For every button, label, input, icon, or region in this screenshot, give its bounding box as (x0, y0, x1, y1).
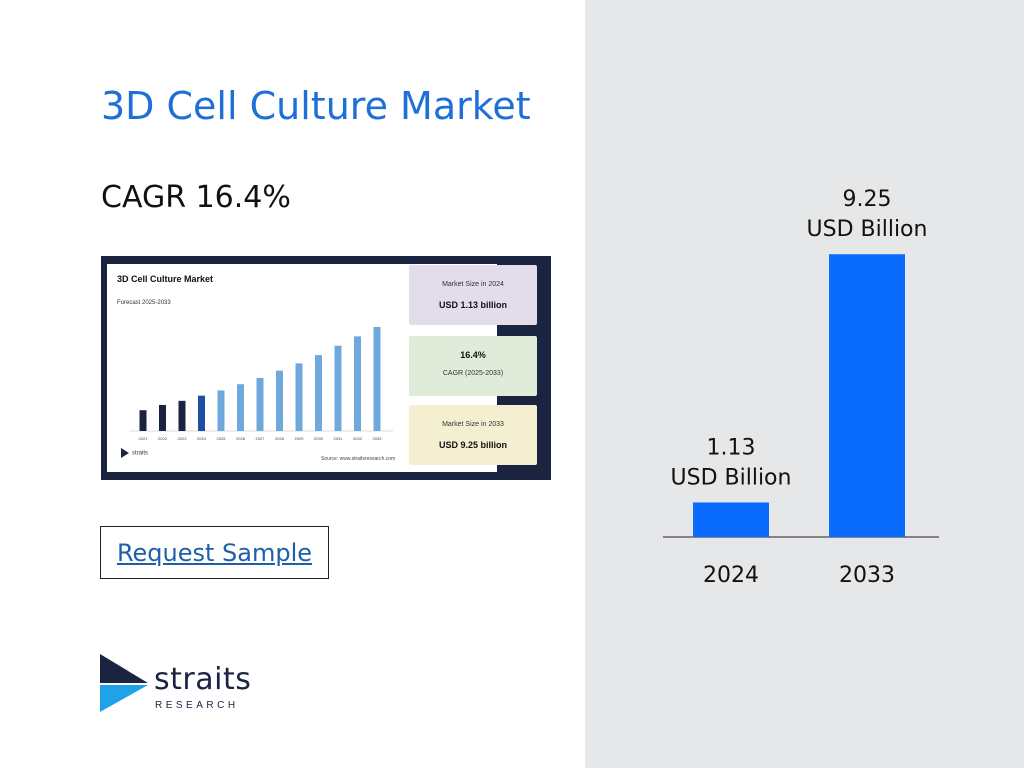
thumbnail-year-label: 2028 (275, 436, 285, 441)
page-title: 3D Cell Culture Market (101, 84, 531, 128)
thumbnail-bar (256, 377, 264, 431)
data-label-unit: USD Billion (671, 465, 792, 490)
x-tick-label: 2024 (703, 563, 759, 588)
thumbnail-year-label: 2021 (139, 436, 149, 441)
thumbnail-year-label: 2026 (236, 436, 246, 441)
data-label-value: 9.25 (843, 187, 892, 212)
thumbnail-bar (295, 363, 303, 431)
straits-research-logo: straits RESEARCH (100, 654, 280, 714)
thumbnail-year-label: 2031 (334, 436, 344, 441)
thumbnail-bar-chart: 2021 2022 2023 2024 2025 2026 2027 2028 2029 2030… (129, 327, 393, 441)
thumbnail-bar (178, 400, 186, 431)
request-sample-button[interactable]: Request Sample (100, 526, 329, 579)
cagr-heading: CAGR 16.4% (101, 180, 291, 215)
thumbnail-year-label: 2027 (256, 436, 266, 441)
thumbnail-year-label: 2029 (295, 436, 305, 441)
stat-value: USD 9.25 billion (438, 440, 507, 450)
thumbnail-bar (159, 405, 166, 431)
stat-label: CAGR (2025-2033) (442, 370, 504, 377)
thumbnail-source: Source: www.straitsresearch.com (321, 456, 396, 462)
data-label-value: 1.13 (707, 435, 756, 460)
brand-subtitle: RESEARCH (155, 700, 239, 711)
main-bar-chart: 1.13 USD Billion 2024 9.25 USD Billion 2033 (663, 187, 939, 588)
thumbnail-bar (276, 370, 283, 431)
infographic-thumbnail: 2021 2022 2023 2024 2025 2026 2027 2028 2029 2030… (101, 256, 551, 480)
thumbnail-year-label: 2025 (217, 436, 227, 441)
thumbnail-bar (139, 410, 147, 431)
stat-value: USD 1.13 billion (438, 300, 507, 310)
request-sample-link[interactable]: Request Sample (116, 539, 313, 567)
thumbnail-year-label: 2030 (314, 436, 324, 441)
left-panel: 3D Cell Culture Market CAGR 16.4% 2021 20… (100, 84, 551, 714)
thumbnail-title: 3D Cell Culture Market (117, 274, 214, 284)
thumbnail-logo-text: straits (132, 450, 149, 457)
straits-logo-icon (121, 448, 129, 458)
thumbnail-bar (334, 345, 342, 431)
thumbnail-year-label: 2023 (178, 436, 188, 441)
stat-card-2033: Market Size in 2033 USD 9.25 billion (409, 405, 537, 465)
stat-label: Market Size in 2024 (442, 281, 504, 288)
thumbnail-subtitle: Forecast 2025-2033 (117, 300, 171, 306)
thumbnail-bar (354, 336, 361, 431)
brand-name: straits (154, 662, 252, 697)
thumbnail-bar (198, 395, 205, 431)
thumbnail-bar (315, 355, 322, 431)
thumbnail-bar (373, 327, 381, 431)
thumbnail-logo: straits (121, 448, 148, 458)
bar-2033 (829, 254, 905, 537)
right-panel (585, 0, 1024, 768)
thumbnail-year-label: 2033 (373, 436, 383, 441)
thumbnail-bar (237, 384, 244, 431)
bar-2024 (693, 502, 769, 537)
straits-logo-icon (100, 654, 148, 712)
stat-label: Market Size in 2033 (442, 421, 504, 428)
stat-value: 16.4% (460, 350, 486, 360)
thumbnail-bar (217, 390, 225, 431)
thumbnail-year-label: 2022 (158, 436, 168, 441)
stat-card-2024: Market Size in 2024 USD 1.13 billion (409, 265, 537, 325)
x-tick-label: 2033 (839, 563, 895, 588)
data-label-unit: USD Billion (807, 217, 928, 242)
thumbnail-year-label: 2024 (197, 436, 207, 441)
thumbnail-year-label: 2032 (353, 436, 363, 441)
stat-card-cagr: 16.4% CAGR (2025-2033) (409, 336, 537, 396)
